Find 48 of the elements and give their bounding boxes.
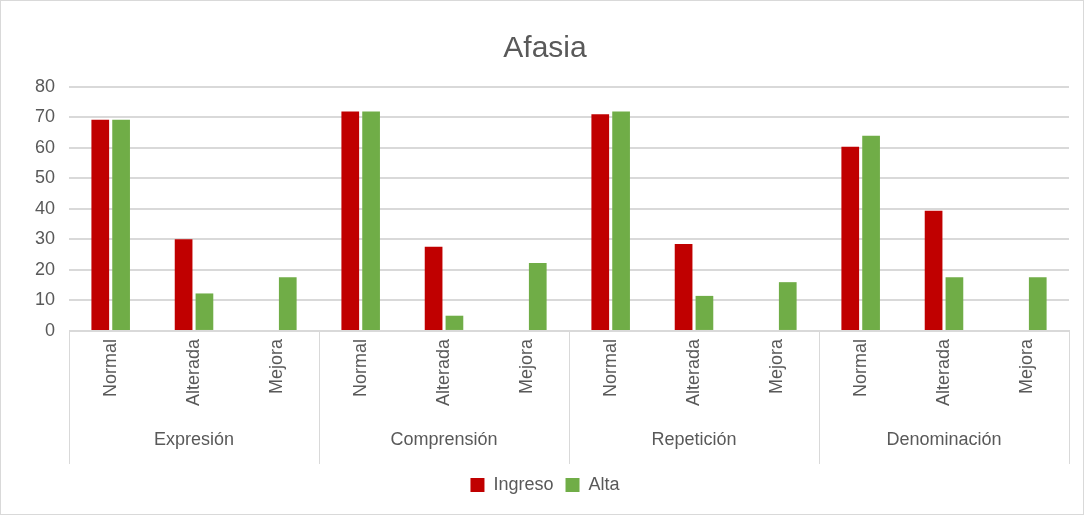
bar (528, 262, 547, 330)
x-tick-label: Mejora (516, 337, 537, 394)
x-tick-label: Mejora (766, 337, 787, 394)
bar (278, 277, 297, 330)
bar (695, 295, 714, 330)
y-tick-label: 20 (34, 258, 56, 279)
bar (1028, 277, 1047, 330)
y-tick-label: 50 (34, 167, 56, 188)
bar (424, 246, 443, 330)
legend-label: Alta (588, 473, 621, 494)
y-tick-label: 10 (34, 289, 56, 310)
x-tick-label: Alterada (932, 337, 953, 406)
bar (591, 114, 610, 330)
bar (924, 210, 943, 330)
x-tick-label: Alterada (182, 337, 203, 406)
x-tick-label: Normal (849, 338, 870, 397)
text: Denominación (886, 428, 1002, 449)
x-tick-label: Normal (599, 338, 620, 397)
x-tick-label: Normal (349, 338, 370, 397)
x-tick-label: Normal (99, 338, 120, 397)
bar (195, 293, 214, 330)
text: Comprensión (390, 428, 498, 449)
x-tick-label: Alterada (432, 337, 453, 406)
y-tick-label: 0 (45, 319, 56, 340)
x-tick-label: Mejora (266, 337, 287, 394)
chart-title: Afasia (503, 30, 587, 64)
x-tick-label: Mejora (1016, 337, 1037, 394)
bar (841, 146, 860, 330)
bar (174, 239, 193, 330)
bar (612, 111, 630, 330)
y-tick-label: 40 (34, 197, 56, 218)
y-tick-label: 30 (34, 228, 56, 249)
bar (112, 119, 130, 330)
bar (862, 135, 880, 330)
bar (341, 111, 360, 330)
y-tick-label: 70 (34, 106, 56, 127)
bar (91, 119, 110, 330)
bar (362, 111, 380, 330)
x-tick-label: Alterada (682, 337, 703, 406)
legend-label: Ingreso (493, 473, 554, 494)
y-tick-label: 60 (34, 136, 56, 157)
bar (674, 244, 693, 330)
y-tick-label: 80 (34, 75, 56, 96)
text: Repetición (651, 428, 737, 449)
bar (778, 282, 797, 330)
bar (445, 315, 464, 330)
bar (945, 277, 964, 330)
text: Expresión (154, 428, 235, 449)
